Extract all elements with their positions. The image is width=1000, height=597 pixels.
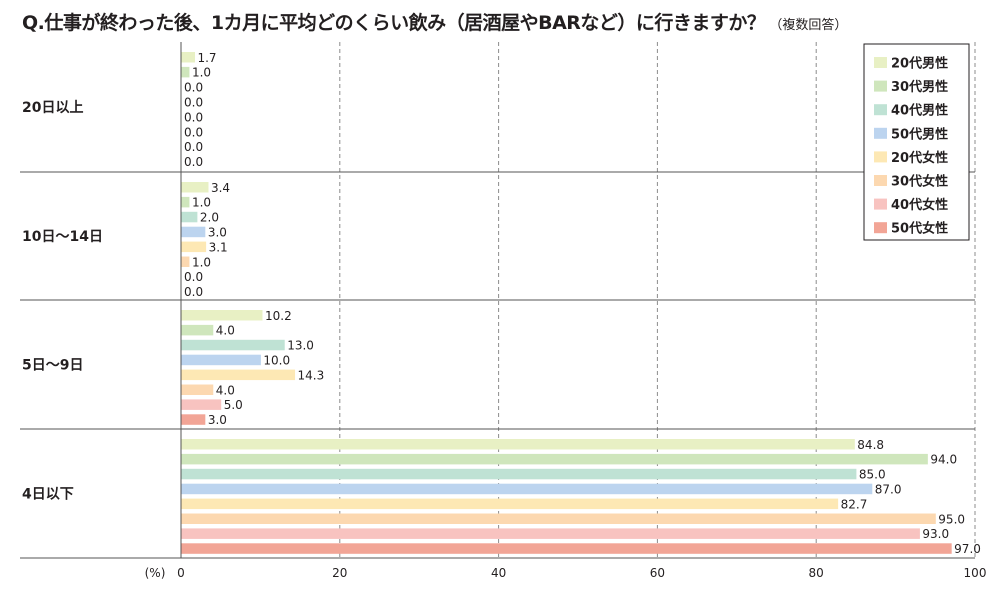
value-label: 0.0: [184, 140, 203, 154]
legend-label: 30代男性: [891, 79, 948, 95]
bar: [181, 241, 207, 253]
value-label: 85.0: [859, 468, 886, 482]
bar: [181, 414, 206, 425]
value-label: 3.4: [211, 181, 230, 195]
bar: [181, 468, 857, 480]
legend-swatch: [874, 222, 887, 234]
value-label: 0.0: [184, 81, 203, 95]
bar: [181, 483, 873, 495]
x-tick-label: 60: [650, 566, 665, 580]
bar: [181, 354, 261, 366]
value-label: 1.0: [192, 66, 211, 80]
bar: [181, 439, 855, 450]
legend-label: 50代女性: [891, 221, 948, 237]
category-label: 20日以上: [22, 100, 83, 116]
x-tick-label: 100: [964, 566, 987, 580]
legend-swatch: [874, 127, 887, 139]
value-label: 0.0: [184, 285, 203, 299]
bar: [181, 399, 222, 410]
value-label: 5.0: [224, 398, 243, 412]
value-label: 10.2: [265, 309, 292, 323]
bar: [181, 256, 190, 267]
value-label: 0.0: [184, 270, 203, 284]
value-label: 0.0: [184, 95, 203, 109]
legend-swatch: [874, 104, 887, 116]
bar: [181, 369, 296, 381]
value-label: 82.7: [841, 497, 868, 511]
legend-swatch: [874, 80, 887, 92]
value-label: 93.0: [922, 527, 949, 541]
value-label: 0.0: [184, 110, 203, 124]
bar: [181, 310, 263, 321]
bar: [181, 384, 214, 395]
x-tick-label: 0: [177, 566, 185, 580]
category-label: 5日〜9日: [22, 358, 83, 374]
value-label: 1.0: [192, 255, 211, 269]
chart-title-note: （複数回答）: [769, 18, 848, 33]
value-label: 94.0: [930, 453, 957, 467]
bar: [181, 196, 190, 208]
value-label: 3.1: [209, 240, 228, 254]
category-label: 10日〜14日: [22, 229, 103, 245]
x-axis-unit: (%): [145, 566, 166, 580]
legend-label: 40代男性: [891, 103, 948, 119]
bar: [181, 211, 198, 223]
value-label: 3.0: [208, 225, 227, 239]
bar: [181, 52, 195, 63]
value-label: 3.0: [208, 413, 227, 427]
legend-swatch: [874, 57, 887, 68]
legend-swatch: [874, 151, 887, 163]
x-tick-label: 20: [332, 566, 347, 580]
legend-swatch: [874, 198, 887, 210]
bar: [181, 453, 928, 465]
value-label: 4.0: [216, 324, 235, 338]
chart-title-text: Q.仕事が終わった後、1カ月に平均どのくらい飲み（居酒屋やBARなど）に行きます…: [22, 12, 766, 34]
legend-label: 50代男性: [891, 126, 948, 142]
legend-swatch: [874, 175, 887, 186]
value-label: 2.0: [200, 211, 219, 225]
value-label: 87.0: [875, 482, 902, 496]
value-label: 0.0: [184, 155, 203, 169]
bar: [181, 339, 285, 351]
value-label: 10.0: [263, 353, 290, 367]
legend-label: 40代女性: [891, 197, 948, 213]
value-label: 14.3: [298, 368, 325, 382]
bar: [181, 66, 190, 78]
bar: [181, 528, 920, 539]
value-label: 1.7: [197, 51, 216, 65]
x-tick-label: 80: [809, 566, 824, 580]
bar: [181, 182, 209, 193]
legend-label: 30代女性: [891, 174, 948, 190]
x-tick-label: 40: [491, 566, 506, 580]
bar: [181, 324, 214, 336]
value-label: 4.0: [216, 383, 235, 397]
value-label: 0.0: [184, 125, 203, 139]
value-label: 95.0: [938, 512, 965, 526]
value-label: 13.0: [287, 339, 314, 353]
value-label: 97.0: [954, 542, 981, 556]
bar: [181, 226, 206, 238]
legend-label: 20代女性: [891, 150, 948, 166]
legend-label: 20代男性: [891, 56, 948, 72]
value-label: 84.8: [857, 438, 884, 452]
bar: [181, 543, 952, 554]
bar: [181, 513, 936, 524]
value-label: 1.0: [192, 196, 211, 210]
category-label: 4日以下: [22, 487, 74, 503]
bar: [181, 498, 839, 510]
chart-title: Q.仕事が終わった後、1カ月に平均どのくらい飲み（居酒屋やBARなど）に行きます…: [22, 8, 847, 35]
